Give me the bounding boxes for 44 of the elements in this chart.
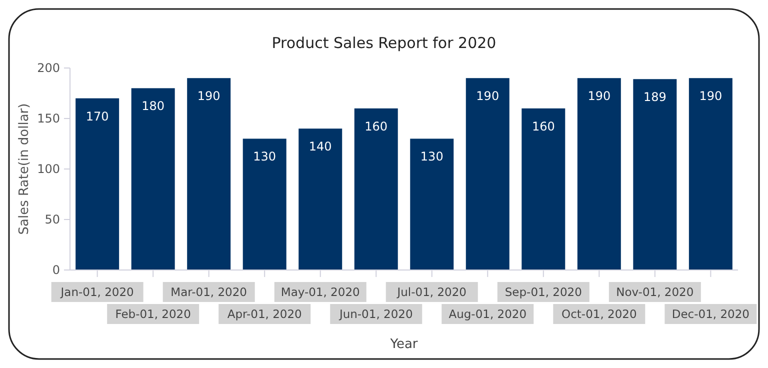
y-tick-label: 200 [37, 61, 60, 76]
bar [354, 108, 398, 270]
data-label: 130 [253, 150, 276, 164]
data-label: 180 [142, 99, 165, 114]
data-label: 190 [197, 89, 220, 104]
x-tick-label: May-01, 2020 [280, 285, 360, 300]
bar [466, 78, 510, 270]
data-label: 130 [420, 150, 444, 164]
bar [242, 138, 286, 270]
bar [298, 128, 342, 270]
data-label: 160 [532, 119, 555, 134]
x-tick-label: Aug-01, 2020 [448, 307, 527, 322]
data-label: 189 [643, 90, 666, 104]
bar [131, 88, 175, 270]
x-tick-label: Jul-01, 2020 [396, 285, 467, 300]
data-label: 190 [476, 89, 500, 104]
bar [187, 78, 231, 270]
data-label: 160 [364, 119, 388, 134]
x-tick-label: Feb-01, 2020 [115, 307, 191, 322]
data-label: 170 [86, 109, 109, 124]
x-tick-label: Dec-01, 2020 [672, 307, 750, 322]
x-axis-title: Year [389, 337, 418, 352]
data-label: 140 [308, 140, 332, 154]
bar [577, 78, 621, 270]
bar [522, 108, 566, 270]
y-tick-label: 0 [52, 263, 60, 278]
x-tick-label: Nov-01, 2020 [616, 285, 694, 300]
bar [410, 138, 454, 270]
data-label: 190 [699, 89, 722, 104]
bar [688, 78, 732, 270]
y-axis-title: Sales Rate(in dollar) [17, 103, 32, 235]
bar [633, 79, 677, 270]
x-tick-label: Mar-01, 2020 [170, 285, 248, 300]
x-tick-label: Jun-01, 2020 [338, 307, 413, 322]
bar [76, 98, 120, 270]
data-label: 190 [588, 89, 611, 104]
chart-title: Product Sales Report for 2020 [272, 34, 496, 52]
x-tick-label: Jan-01, 2020 [60, 285, 134, 300]
x-tick-label: Oct-01, 2020 [562, 307, 637, 322]
x-tick-label: Sep-01, 2020 [504, 285, 582, 300]
x-tick-label: Apr-01, 2020 [227, 307, 302, 322]
y-tick-label: 100 [37, 162, 60, 176]
y-tick-label: 150 [37, 112, 60, 126]
y-tick-label: 50 [44, 212, 60, 227]
